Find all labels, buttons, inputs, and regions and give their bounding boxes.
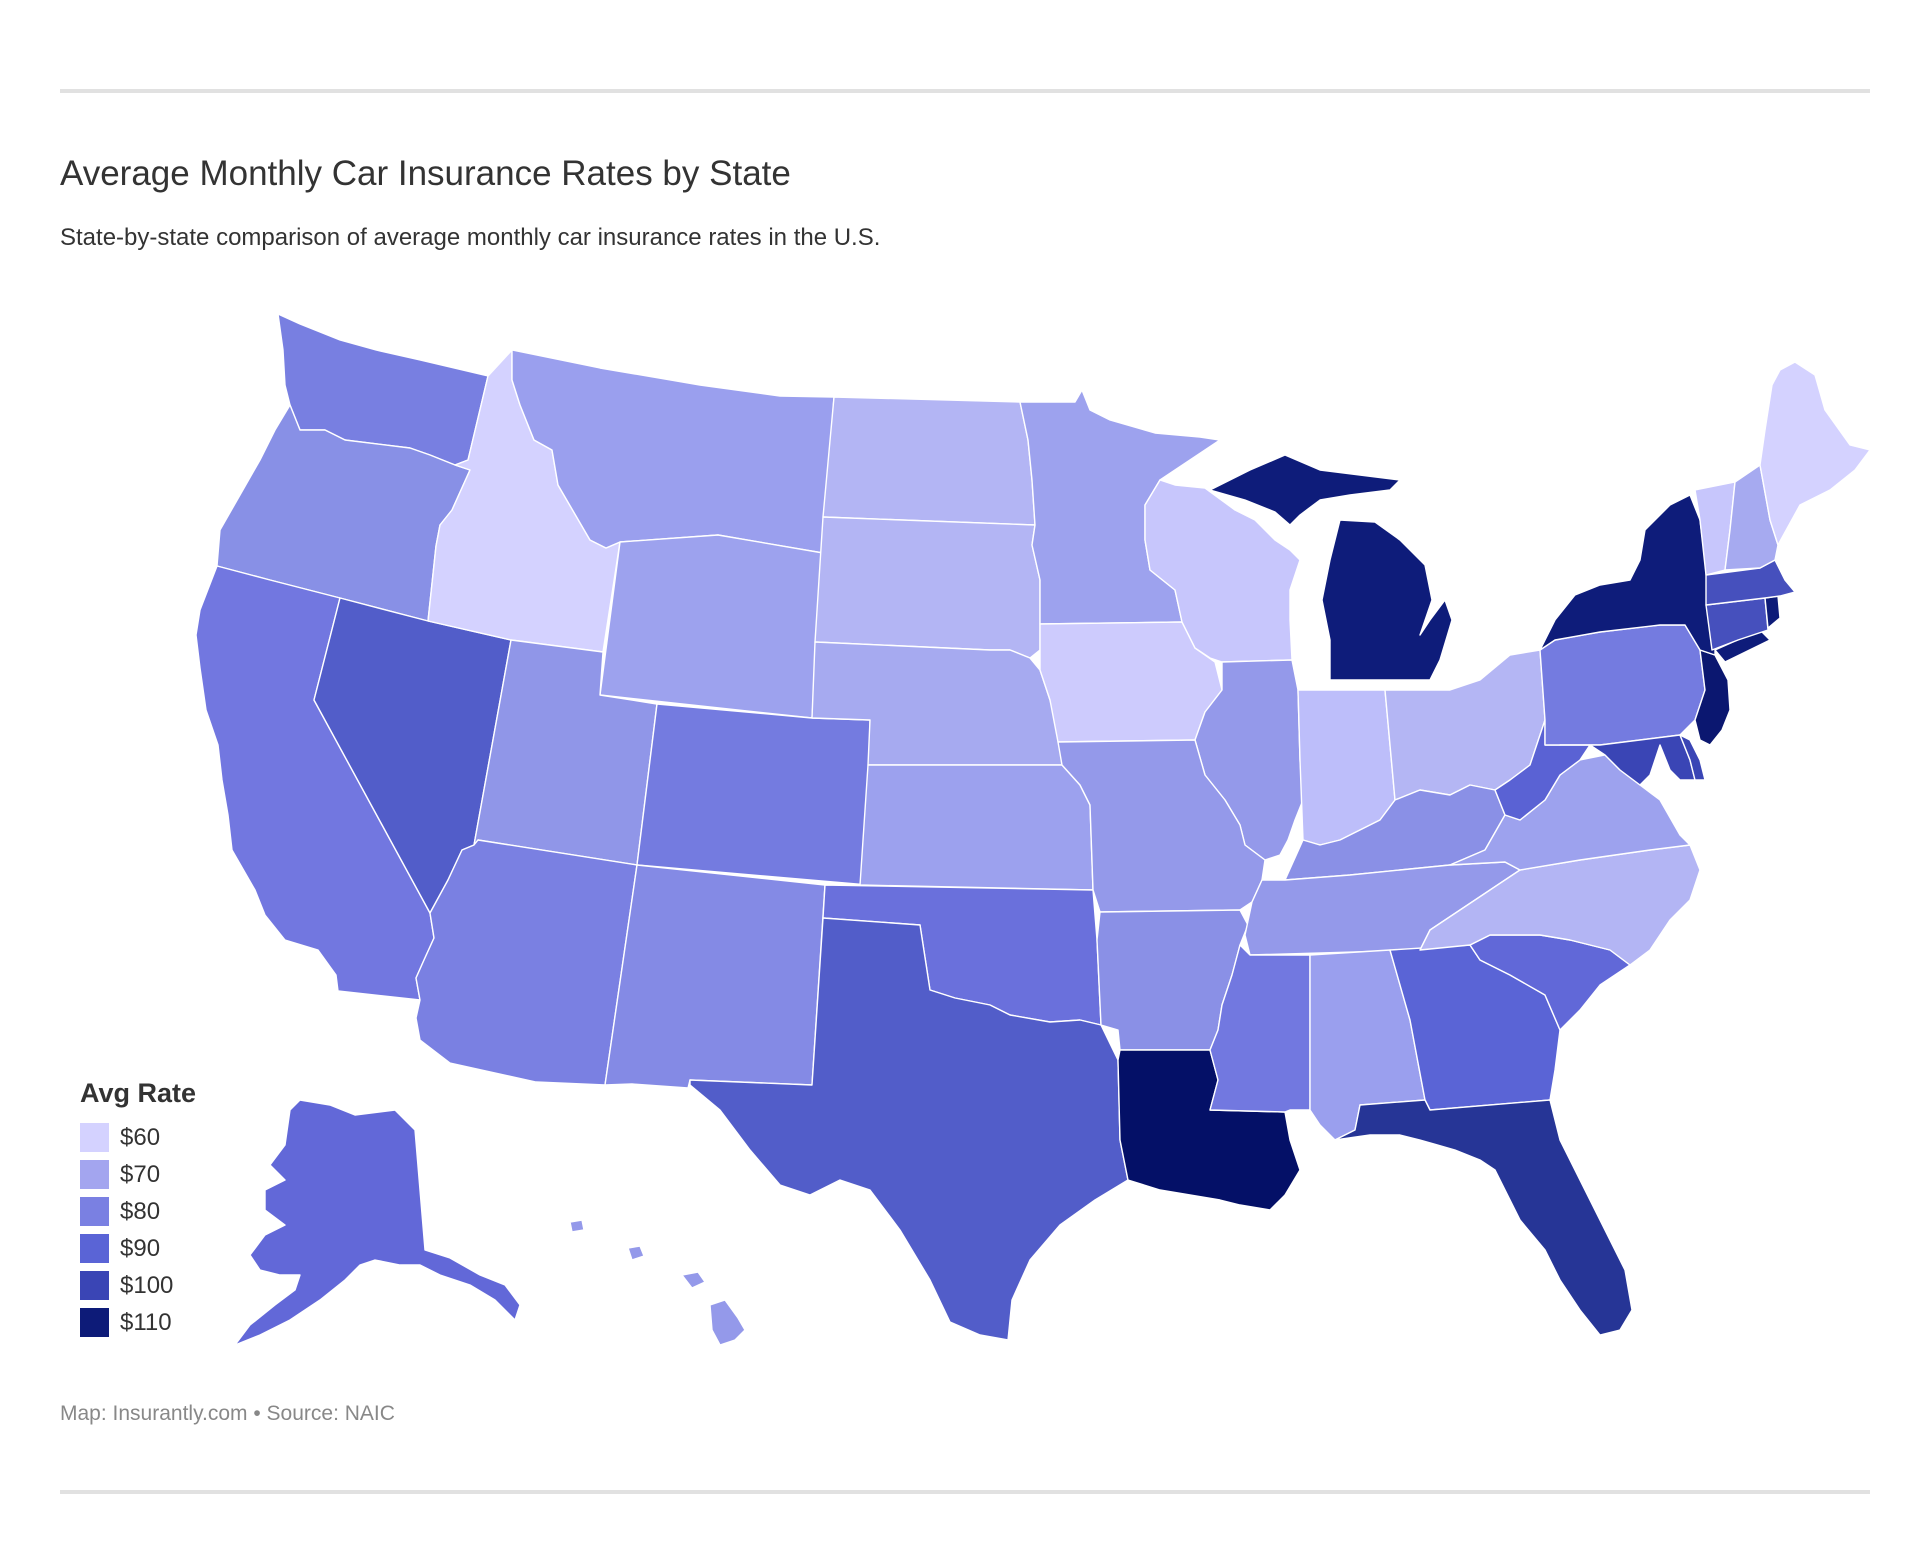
- legend-item: $90: [80, 1230, 196, 1267]
- state-SD[interactable]: [814, 516, 1041, 659]
- map-subtitle: State-by-state comparison of average mon…: [60, 224, 881, 251]
- legend-item: $60: [80, 1119, 196, 1156]
- legend-swatch: [80, 1271, 109, 1300]
- state-NM[interactable]: [604, 864, 826, 1089]
- state-TX[interactable]: [689, 917, 1129, 1341]
- legend-item: $110: [80, 1304, 196, 1341]
- top-divider: [60, 89, 1870, 93]
- state-ND[interactable]: [822, 396, 1036, 526]
- map-svg: [195, 313, 1871, 1346]
- state-HI-maui[interactable]: [681, 1271, 706, 1289]
- legend-label: $80: [120, 1197, 161, 1225]
- legend-swatch: [80, 1123, 109, 1152]
- state-CO[interactable]: [636, 703, 871, 886]
- state-MI[interactable]: [1209, 454, 1453, 681]
- state-HI-kauai[interactable]: [569, 1219, 585, 1233]
- legend-label: $70: [120, 1160, 161, 1188]
- state-MT[interactable]: [511, 349, 835, 554]
- state-PA[interactable]: [1539, 624, 1706, 746]
- state-HI-big-island[interactable]: [709, 1299, 746, 1346]
- state-HI-oahu[interactable]: [627, 1245, 645, 1261]
- source-credit: Map: Insurantly.com • Source: NAIC: [60, 1402, 395, 1425]
- legend-swatch: [80, 1234, 109, 1263]
- state-KS[interactable]: [859, 764, 1094, 891]
- legend-label: $100: [120, 1271, 174, 1299]
- legend-swatch: [80, 1197, 109, 1226]
- legend-label: $90: [120, 1234, 161, 1262]
- legend-label: $110: [120, 1308, 172, 1336]
- legend-swatch: [80, 1308, 109, 1337]
- us-choropleth-map: [0, 290, 1926, 1370]
- legend-item: $80: [80, 1193, 196, 1230]
- legend-swatch: [80, 1160, 109, 1189]
- map-legend: Avg Rate $60 $70 $80 $90 $100 $110: [80, 1078, 196, 1341]
- state-FL[interactable]: [1334, 1099, 1633, 1336]
- state-AK[interactable]: [234, 1099, 521, 1346]
- legend-item: $70: [80, 1156, 196, 1193]
- state-WY[interactable]: [599, 534, 824, 719]
- legend-label: $60: [120, 1123, 161, 1151]
- legend-title: Avg Rate: [80, 1078, 197, 1108]
- bottom-divider: [60, 1490, 1870, 1494]
- map-title: Average Monthly Car Insurance Rates by S…: [60, 154, 791, 193]
- state-DE[interactable]: [1679, 734, 1706, 781]
- state-ME[interactable]: [1759, 361, 1871, 546]
- state-AZ[interactable]: [415, 839, 638, 1086]
- legend-item: $100: [80, 1267, 196, 1304]
- state-WI[interactable]: [1144, 479, 1301, 663]
- state-NJ[interactable]: [1694, 649, 1731, 746]
- state-RI[interactable]: [1764, 595, 1781, 629]
- legend-items: $60 $70 $80 $90 $100 $110: [80, 1119, 196, 1341]
